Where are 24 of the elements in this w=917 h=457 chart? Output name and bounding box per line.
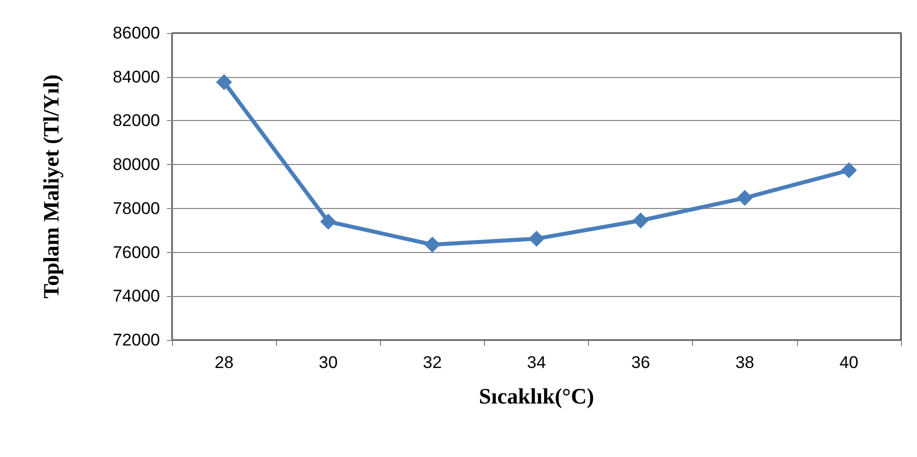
point [736,190,753,206]
x-tick-label: 36 [631,353,650,372]
point [216,74,232,90]
x-axis-title: Sıcaklık(°C) [478,384,594,408]
x-tick-label: 28 [214,353,234,372]
y-tick-label: 72000 [112,330,160,350]
x-tick-label: 34 [527,353,546,372]
point [528,230,544,247]
y-tick-label: 74000 [112,286,160,306]
point [632,212,649,228]
x-tick-label: 32 [422,353,442,372]
y-tick-label: 82000 [112,111,160,130]
y-tick-label: 86000 [112,24,160,42]
x-tick-label: 38 [735,353,754,372]
point [840,162,857,178]
y-tick-label: 76000 [112,242,160,262]
y-tick-label: 80000 [112,155,160,174]
x-tick-label: 30 [318,353,338,372]
y-axis-title: Toplam Maliyet (Tl/Yıl) [38,74,64,299]
point [320,214,336,230]
y-tick-label: 84000 [112,67,160,86]
y-tick-label: 78000 [112,198,160,218]
x-tick-label: 40 [839,353,858,372]
point [424,236,440,253]
